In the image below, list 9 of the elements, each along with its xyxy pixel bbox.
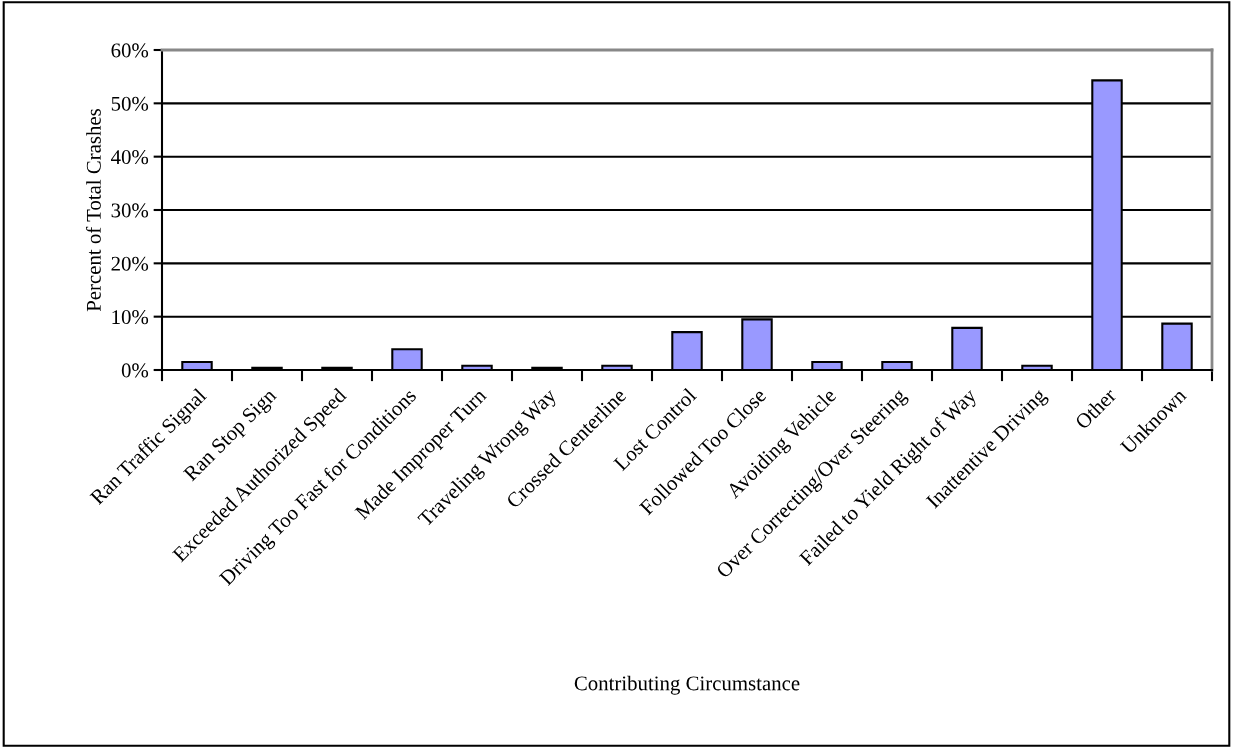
y-tick-label: 10% (112, 310, 149, 325)
y-tick-label: 30% (111, 203, 149, 218)
y-tick-label: 40% (111, 150, 149, 165)
y-tick-label: 0% (121, 363, 149, 378)
y-tick-label: 50% (111, 96, 149, 111)
y-tick-label: 60% (111, 43, 149, 58)
y-axis-title: Percent of Total Crashes (85, 108, 101, 312)
y-tick-label: 20% (111, 256, 149, 271)
x-axis-title: Contributing Circumstance (574, 675, 800, 695)
